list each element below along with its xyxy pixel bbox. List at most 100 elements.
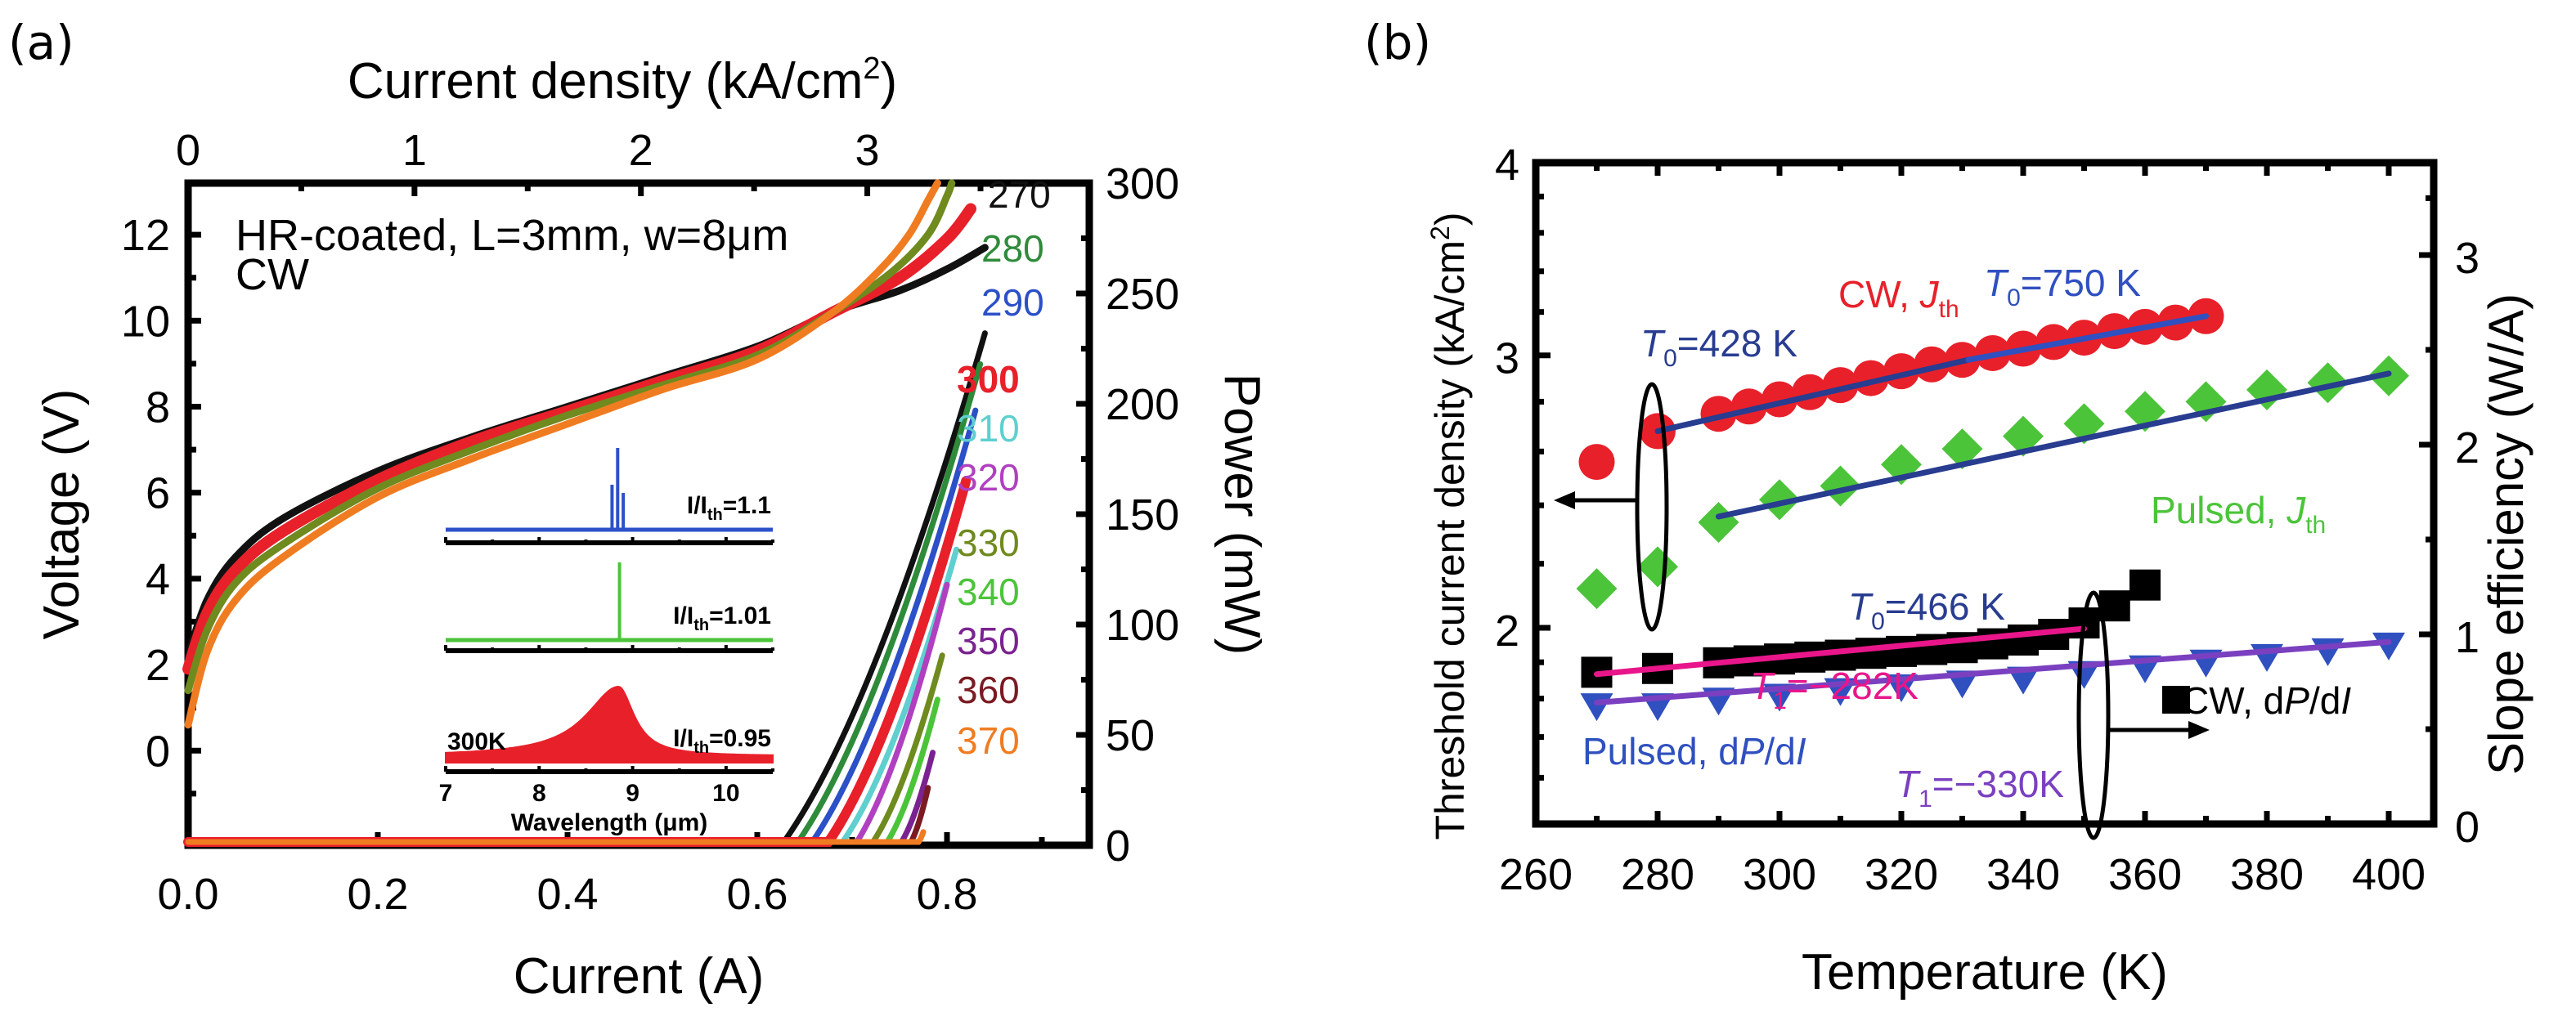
power-curve-label-310: 310	[957, 407, 1020, 450]
marker-triangle-down	[1580, 693, 1613, 722]
x-tick-label: 400	[2352, 850, 2426, 899]
y-tick-label: 12	[121, 211, 170, 260]
marker-diamond	[1698, 501, 1739, 543]
inset-ratio-label: I/Ith=0.95	[673, 725, 771, 757]
voltage-curve-370k	[184, 179, 941, 729]
panel-a-power-curves: 270 280 290 300 310 320 330 340 350 360 370	[183, 173, 1051, 847]
x-tick-label: 380	[2230, 850, 2304, 899]
panel-a-inset-spectra: I/Ith=1.1 I/Ith=1.01 300K I/Ith=0.95 7 8 9 10Wa…	[439, 448, 774, 836]
y-tick-label: 2	[146, 641, 170, 690]
marker-circle	[1578, 444, 1615, 481]
panel-a-chart: 0.0 0.2 0.4 0.6 0.80 1 2 3024681012050100150200…	[34, 51, 1270, 1005]
annotation-mode: CW	[236, 250, 309, 299]
power-curve-340	[185, 696, 940, 845]
marker-square	[1886, 635, 1917, 667]
power-curve-290	[185, 407, 979, 845]
series-label: Pulsed, dP/dI	[1582, 730, 1806, 772]
y2-tick-label: 150	[1106, 490, 1179, 540]
fit-line	[1965, 313, 2209, 363]
y2-tick-label: 200	[1106, 380, 1179, 429]
power-curve-label-300: 300	[957, 358, 1020, 401]
y2-tick-label: 0	[2455, 803, 2480, 852]
fit-label: T1=−330K	[1896, 763, 2064, 813]
left-arrow-head	[1554, 491, 1575, 509]
fit-line	[1594, 638, 2392, 706]
power-curve-label-350: 350	[957, 620, 1020, 662]
marker-square	[2008, 624, 2039, 656]
x2-tick-label: 0	[176, 126, 200, 175]
x-tick-label: 360	[2108, 850, 2182, 899]
x-tick-label: 300	[1743, 850, 1816, 899]
inset-x-tick-label: 8	[532, 780, 546, 807]
power-curve-label-290: 290	[981, 281, 1044, 324]
marker-diamond	[1759, 479, 1800, 521]
fit-line	[1716, 370, 2392, 520]
marker-triangle-down	[2007, 666, 2040, 695]
marker-square	[1855, 638, 1887, 669]
x-tick-label: 0.0	[157, 870, 218, 919]
marker-circle	[1730, 388, 1767, 425]
y-axis-title: Threshold current density (kA/cm2)	[1425, 212, 1473, 840]
inset-x-tick-label: 7	[439, 780, 453, 807]
y2-tick-label: 50	[1106, 711, 1155, 760]
right-arrow-head	[2188, 721, 2210, 739]
marker-diamond	[1820, 465, 1861, 507]
fit-label: T0=466 K	[1848, 585, 2005, 635]
marker-triangle-down	[2372, 632, 2405, 660]
x-tick-label: 280	[1621, 850, 1694, 899]
marker-diamond	[2307, 362, 2349, 404]
legend-square-marker	[2162, 686, 2190, 714]
inset-el-spectrum	[445, 686, 774, 763]
y2-tick-label: 2	[2455, 423, 2480, 472]
power-curve-370	[185, 829, 927, 845]
voltage-curve-300k	[182, 203, 976, 675]
power-curve-label-360: 360	[957, 669, 1020, 711]
x-axis-title: Current (A)	[514, 948, 765, 1005]
power-curve-280	[185, 360, 984, 845]
panel-label-a: (a)	[8, 15, 74, 70]
y-tick-label: 8	[146, 383, 170, 432]
x-axis-title: Temperature (K)	[1802, 944, 2168, 1001]
inset-ratio-label: I/Ith=1.01	[673, 602, 771, 634]
fit-line	[1654, 356, 1972, 434]
inset-temperature-label: 300K	[447, 728, 506, 755]
panel-label-b: (b)	[1364, 15, 1431, 70]
panel-a-labels: Current (A) Current density (kA/cm2) Volta…	[34, 51, 1270, 1005]
fit-label: T1=−282K	[1750, 665, 1919, 714]
y-tick-label: 4	[146, 555, 170, 604]
y2-tick-label: 250	[1106, 270, 1179, 319]
series-label: Pulsed, Jth	[2151, 489, 2326, 539]
series-label: CW, dP/dI	[2182, 679, 2351, 722]
power-curve-label-320: 320	[957, 456, 1020, 499]
power-curve-330	[185, 652, 945, 845]
fit-line	[1594, 625, 2087, 678]
power-curve-300	[183, 476, 972, 847]
left-axis-group-ellipse	[1635, 382, 1669, 632]
y2-tick-label: 3	[2455, 234, 2480, 283]
voltage-curve-330k	[184, 179, 956, 695]
y2-tick-label: 0	[1106, 822, 1130, 871]
y-tick-label: 4	[1495, 141, 1519, 190]
power-curve-label-340: 340	[957, 571, 1020, 613]
y-tick-label: 6	[146, 469, 170, 518]
x2-axis-title: Current density (kA/cm2)	[348, 51, 897, 110]
marker-circle	[1700, 396, 1737, 432]
power-curve-270	[185, 330, 988, 845]
x-tick-label: 320	[1865, 850, 1938, 899]
x2-tick-label: 1	[402, 126, 427, 175]
fit-label: T0=428 K	[1640, 322, 1797, 372]
power-curve-label-330: 330	[957, 522, 1020, 564]
x-tick-label: 0.4	[536, 870, 598, 919]
marker-square	[1916, 634, 1948, 665]
y-tick-label: 0	[146, 727, 170, 776]
x2-tick-label: 3	[855, 126, 880, 175]
right-axis-group-ellipse	[2076, 590, 2111, 840]
marker-square	[2129, 569, 2161, 601]
power-curve-label-280: 280	[981, 227, 1044, 270]
marker-circle	[1914, 346, 1950, 383]
panel-b-annotations: Temperature (K) Threshold current density…	[1425, 212, 2533, 1001]
y-tick-label: 3	[1495, 334, 1519, 383]
